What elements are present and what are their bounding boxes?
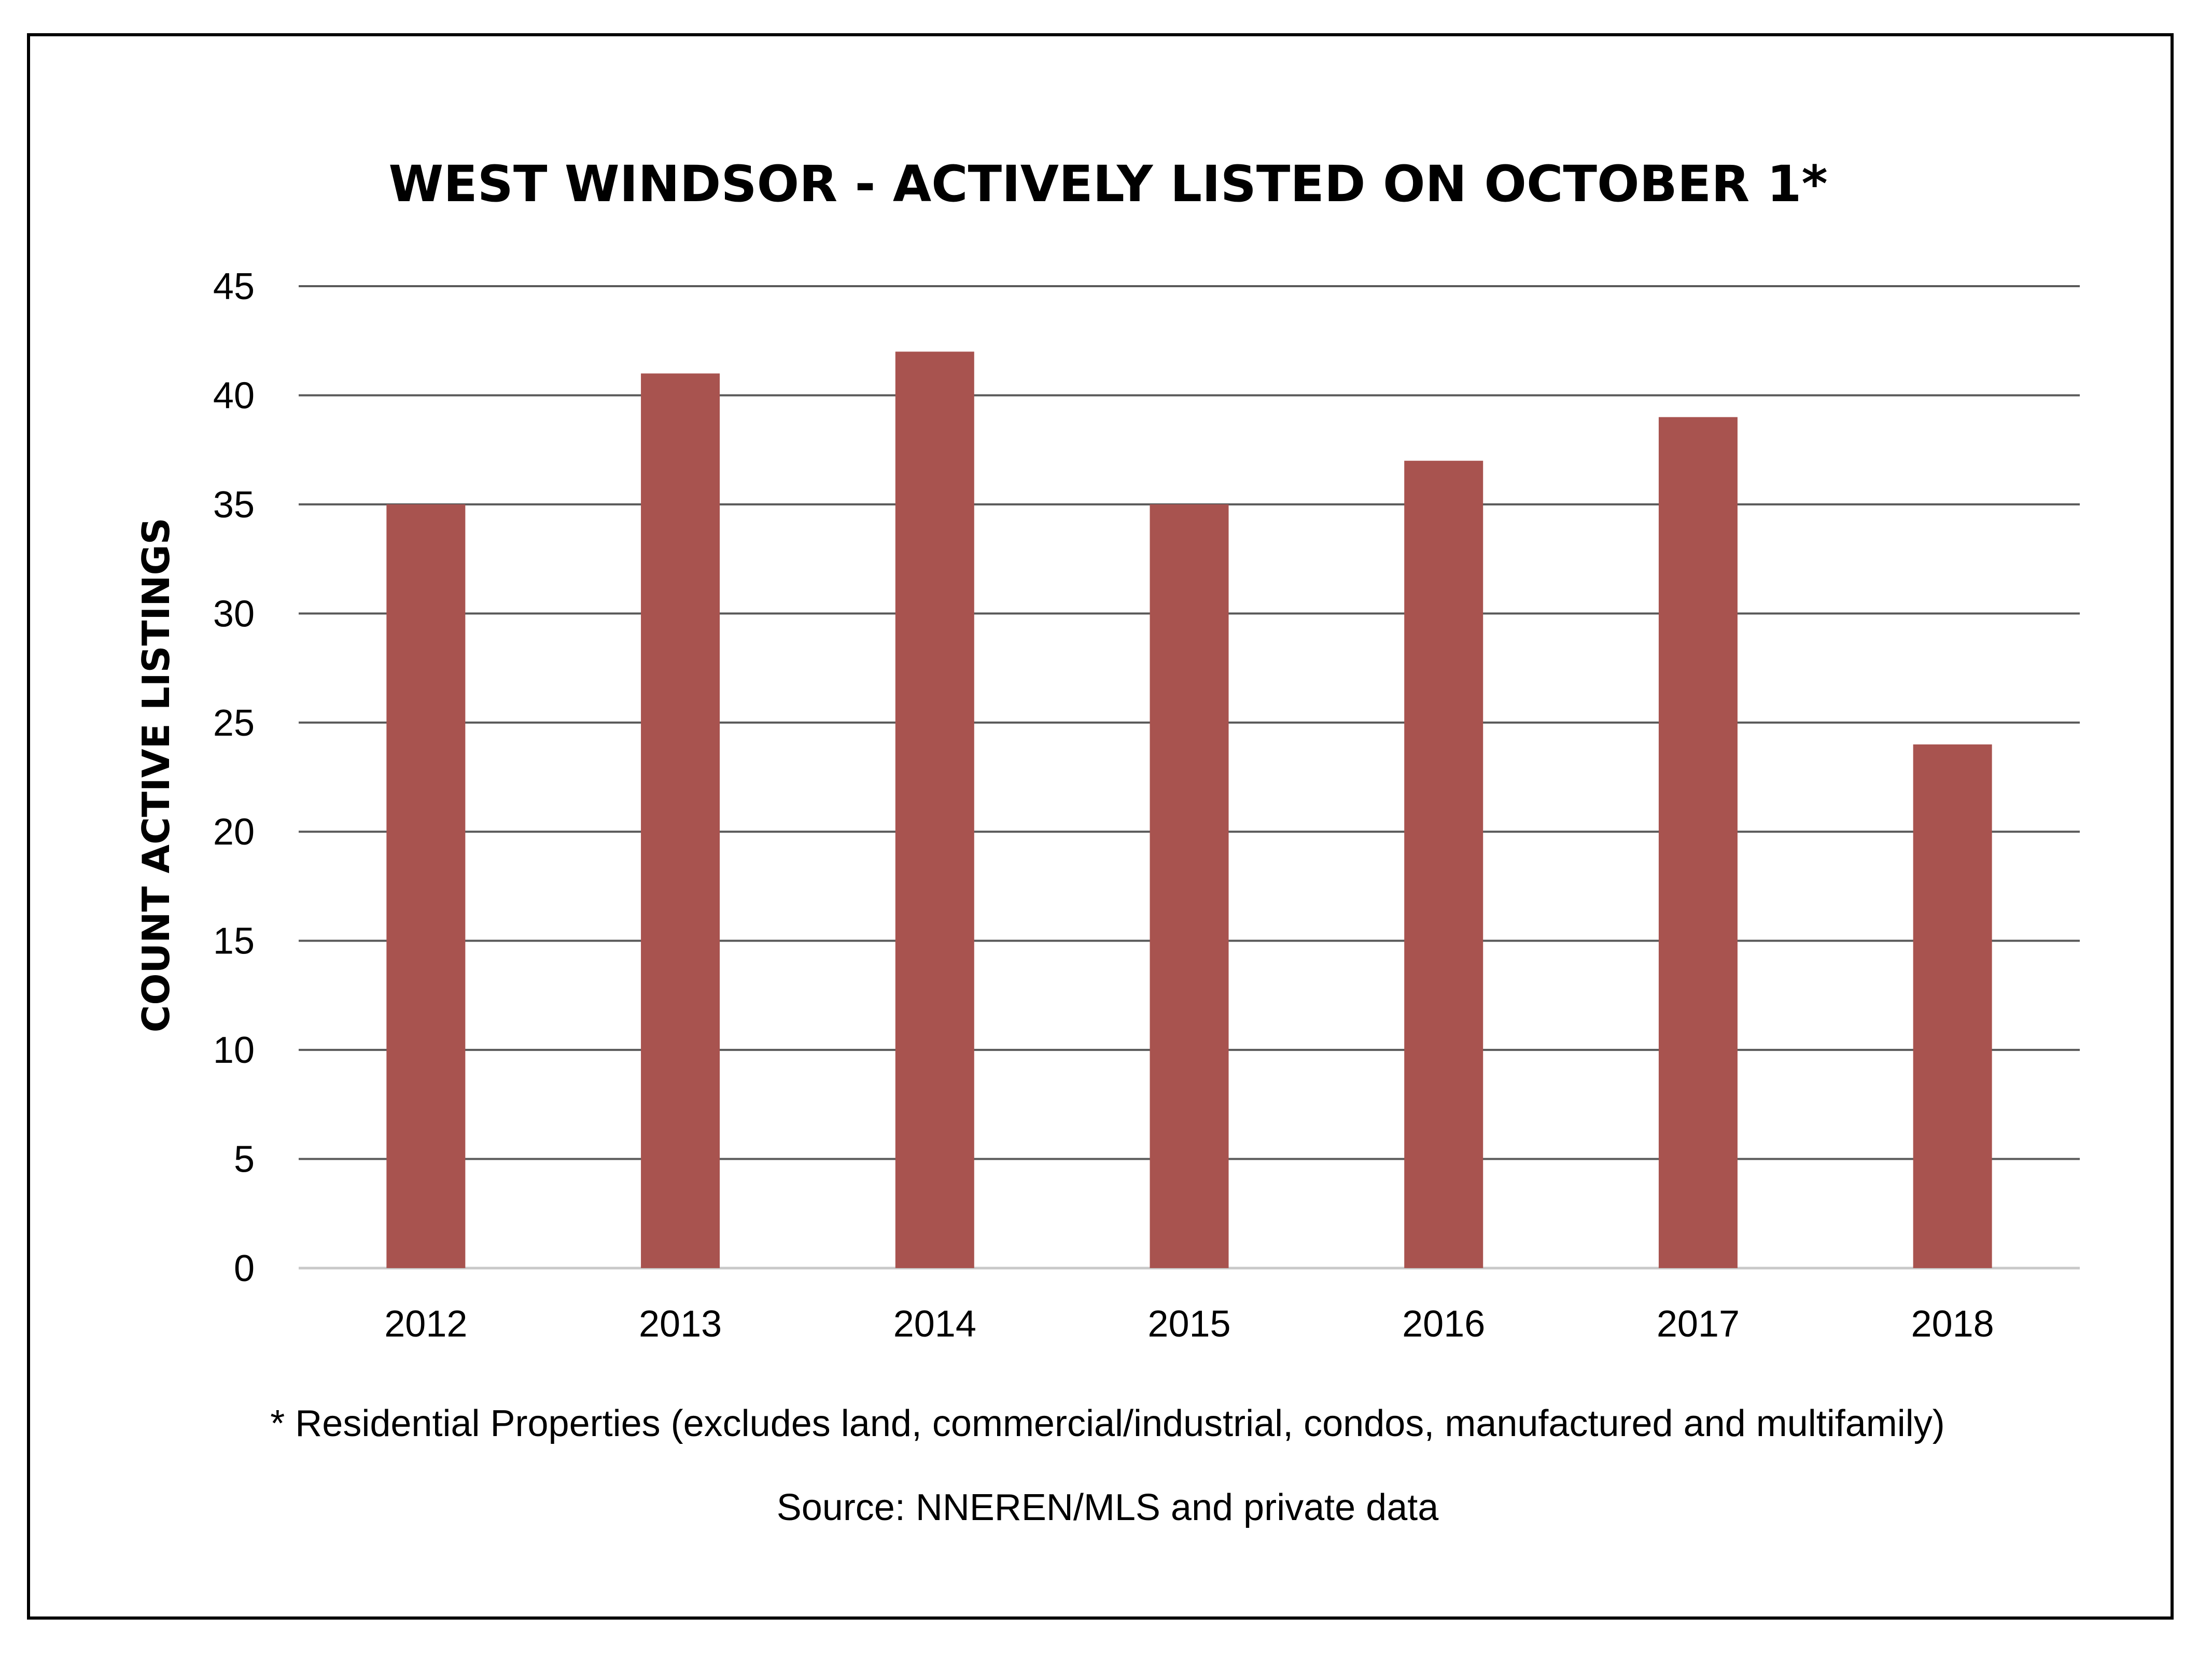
y-axis-tick-labels: 0 5 10 15 20 25 30 35 40 45 bbox=[213, 266, 255, 1289]
y-tick-label: 30 bbox=[213, 593, 255, 635]
y-tick-label: 10 bbox=[213, 1030, 255, 1071]
y-tick-label: 25 bbox=[213, 702, 255, 744]
y-tick-label: 35 bbox=[213, 484, 255, 526]
footnote: * Residential Properties (excludes land,… bbox=[270, 1403, 1944, 1444]
bar-chart: WEST WINDSOR - ACTIVELY LISTED ON OCTOBE… bbox=[134, 155, 2080, 1528]
x-tick-label: 2015 bbox=[1147, 1303, 1230, 1345]
chart-title: WEST WINDSOR - ACTIVELY LISTED ON OCTOBE… bbox=[388, 155, 1827, 213]
x-tick-label: 2014 bbox=[893, 1303, 976, 1345]
bar-2017 bbox=[1658, 417, 1738, 1268]
x-tick-label: 2013 bbox=[639, 1303, 722, 1345]
y-tick-label: 15 bbox=[213, 921, 255, 962]
y-tick-label: 20 bbox=[213, 811, 255, 853]
y-tick-label: 0 bbox=[234, 1248, 255, 1289]
x-tick-label: 2017 bbox=[1657, 1303, 1740, 1345]
bar-2012 bbox=[386, 504, 466, 1268]
bar-2014 bbox=[895, 352, 974, 1269]
bars bbox=[386, 352, 1992, 1269]
y-tick-label: 45 bbox=[213, 266, 255, 307]
bar-2015 bbox=[1150, 504, 1229, 1268]
y-tick-label: 5 bbox=[234, 1139, 255, 1180]
x-tick-label: 2012 bbox=[384, 1303, 467, 1345]
y-axis-title: COUNT ACTIVE LISTINGS bbox=[134, 517, 178, 1032]
x-axis-tick-labels: 2012 2013 2014 2015 2016 2017 2018 bbox=[384, 1303, 1994, 1345]
bar-2013 bbox=[641, 373, 720, 1269]
x-tick-label: 2016 bbox=[1402, 1303, 1485, 1345]
bar-2016 bbox=[1404, 460, 1483, 1268]
chart-frame: WEST WINDSOR - ACTIVELY LISTED ON OCTOBE… bbox=[27, 33, 2174, 1620]
x-tick-label: 2018 bbox=[1911, 1303, 1994, 1345]
bar-2018 bbox=[1913, 744, 1992, 1268]
y-tick-label: 40 bbox=[213, 375, 255, 416]
source-note: Source: NNEREN/MLS and private data bbox=[777, 1487, 1439, 1528]
